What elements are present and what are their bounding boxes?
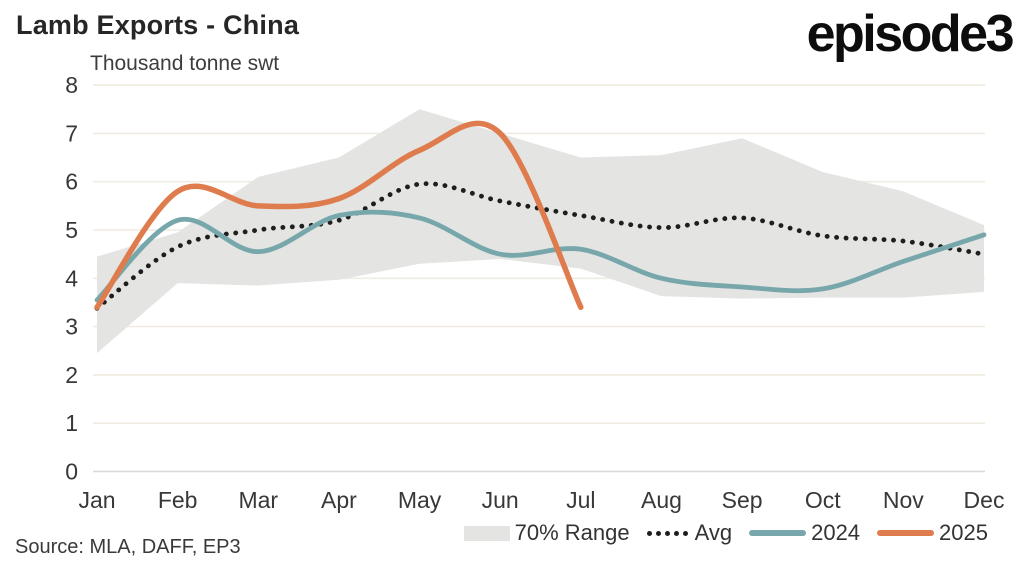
y-tick-label: 2 (65, 362, 78, 388)
y-tick-label: 5 (65, 217, 78, 243)
x-tick-label: Mar (238, 487, 278, 513)
legend-label-avg: Avg (694, 520, 733, 545)
x-tick-label: Jun (482, 487, 519, 513)
episode3-logo: episode3 (806, 5, 1015, 63)
y-tick-label: 4 (65, 265, 78, 291)
y-tick-label: 0 (65, 459, 78, 485)
series-2025-line (94, 120, 584, 311)
range-band (97, 109, 984, 354)
x-tick-label: Sep (722, 487, 763, 513)
y-tick-label: 3 (65, 314, 78, 340)
y-tick-label: 6 (65, 169, 78, 195)
x-tick-label: Dec (964, 487, 1005, 513)
chart-legend: 70% Range Avg 2024 2025 (463, 520, 988, 546)
x-tick-label: Feb (158, 487, 198, 513)
band-swatch (463, 525, 510, 541)
avg-dotted-swatch (646, 530, 688, 536)
source-note: Source: MLA, DAFF, EP3 (15, 536, 241, 558)
x-tick-label: Jul (566, 487, 595, 513)
x-tick-label: Jan (78, 487, 115, 513)
y-tick-label: 7 (65, 120, 78, 146)
line-2025-swatch (877, 530, 935, 536)
x-tick-label: Apr (321, 487, 357, 513)
x-tick-label: May (398, 487, 442, 513)
x-tick-label: Aug (641, 487, 682, 513)
y-tick-label: 1 (65, 410, 78, 436)
chart-unit-label: Thousand tonne swt (90, 52, 280, 75)
chart-title: Lamb Exports - China (16, 10, 300, 40)
y-tick-label: 8 (65, 72, 78, 98)
legend-item-2024: 2024 (749, 520, 860, 546)
legend-item-2025: 2025 (877, 520, 988, 546)
legend-item-avg: Avg (646, 520, 733, 546)
series-2024-line (94, 209, 987, 303)
legend-label-2024: 2024 (811, 520, 861, 545)
legend-label-range: 70% Range (514, 520, 630, 545)
x-tick-label: Nov (883, 487, 924, 513)
legend-item-range: 70% Range (463, 520, 630, 546)
line-2024-swatch (749, 530, 807, 536)
series-avg-line (94, 181, 987, 311)
x-tick-label: Oct (805, 487, 841, 513)
legend-label-2025: 2025 (939, 520, 988, 545)
